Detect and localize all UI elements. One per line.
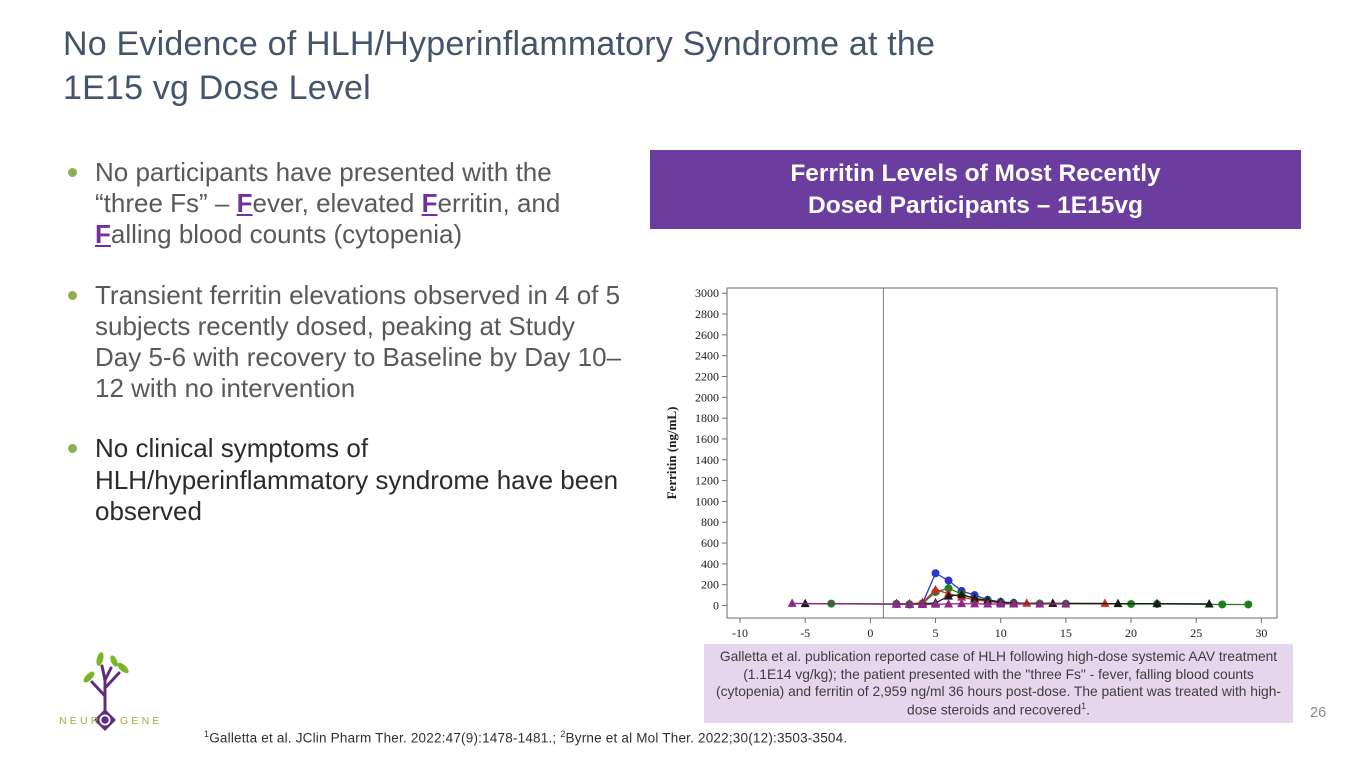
logo-diamond-icon — [94, 709, 116, 731]
data-point — [931, 569, 940, 578]
superscript: 1 — [204, 729, 210, 739]
data-point — [931, 599, 941, 608]
data-point — [1218, 600, 1227, 609]
data-point — [904, 599, 914, 608]
logo-text-right: GENE — [120, 715, 163, 727]
bullet-list: No participants have presented with the … — [65, 157, 623, 556]
data-point — [1035, 598, 1045, 608]
bullet-marker-icon — [68, 168, 77, 177]
ferritin-chart-container: 0 200 400 600 800 1000 1200 1400 1600 1800 2000 220… — [660, 268, 1300, 640]
series-line-subject-4-black — [805, 593, 1210, 605]
data-point — [1152, 598, 1162, 608]
x-tick-label: 30 — [1255, 626, 1267, 640]
data-point — [1048, 598, 1058, 607]
bullet-text: No participants have presented with the … — [95, 157, 561, 250]
x-tick-label: 15 — [1060, 626, 1072, 640]
highlighted-f-letter: F — [236, 188, 253, 219]
superscript: 1 — [1081, 700, 1087, 711]
highlighted-f-letter: F — [95, 219, 111, 250]
x-tick-label: 10 — [995, 626, 1007, 640]
bullet-marker-icon — [68, 444, 77, 454]
data-point — [917, 599, 927, 608]
y-tick-label: 2400 — [695, 349, 719, 363]
y-tick-label: 2600 — [695, 328, 719, 342]
y-tick-label: 600 — [701, 536, 719, 550]
y-tick-label: 3000 — [695, 286, 719, 300]
footer-citation: 1Galletta et al. JClin Pharm Ther. 2022:… — [204, 729, 848, 746]
data-point — [970, 593, 980, 602]
data-point — [944, 576, 953, 585]
neurogene-logo: NEUR GENE — [58, 642, 186, 750]
x-tick-label: -5 — [800, 626, 810, 640]
y-tick-label: 1400 — [695, 453, 719, 467]
data-point — [944, 584, 953, 593]
bullet-marker-icon — [68, 290, 77, 300]
data-point — [970, 598, 980, 608]
publication-note-box: Galletta et al. publication reported cas… — [704, 644, 1293, 724]
data-point — [983, 598, 993, 608]
data-point — [1204, 598, 1214, 608]
data-point — [1061, 598, 1071, 608]
x-tick-label: 20 — [1125, 626, 1137, 640]
data-point — [891, 599, 901, 608]
y-tick-label: 1600 — [695, 432, 719, 446]
data-point — [996, 598, 1006, 608]
superscript: 2 — [560, 729, 566, 739]
data-point — [1244, 600, 1253, 609]
data-point — [1100, 598, 1110, 607]
x-tick-label: 5 — [933, 626, 939, 640]
series-line-subject-1-blue — [896, 572, 1014, 606]
y-tick-label: 200 — [701, 578, 719, 592]
y-tick-label: 400 — [701, 557, 719, 571]
data-point — [787, 598, 797, 607]
data-point — [1113, 598, 1123, 608]
data-point — [957, 589, 967, 599]
data-point — [931, 584, 941, 594]
bullet-item: No clinical symptoms of HLH/hyperinflamm… — [65, 433, 623, 527]
y-tick-label: 2200 — [695, 369, 719, 383]
chart-title-banner: Ferritin Levels of Most Recently Dosed P… — [650, 150, 1301, 229]
y-tick-label: 800 — [701, 515, 719, 529]
x-tick-label: -10 — [732, 626, 748, 640]
page-number: 26 — [1310, 705, 1327, 721]
data-point — [1022, 598, 1032, 607]
data-point — [1009, 598, 1019, 608]
y-tick-label: 2800 — [695, 307, 719, 321]
page-title: No Evidence of HLH/Hyperinflammatory Syn… — [63, 25, 936, 108]
x-tick-label: 25 — [1190, 626, 1202, 640]
data-point — [944, 591, 954, 600]
logo-text-left: NEUR — [59, 715, 102, 727]
neurogene-tree-icon: NEUR GENE — [59, 652, 163, 731]
bullet-text: No clinical symptoms of HLH/hyperinflamm… — [95, 433, 619, 526]
data-point — [944, 598, 954, 608]
y-tick-label: 0 — [713, 599, 719, 613]
bullet-text: Transient ferritin elevations observed i… — [95, 279, 622, 404]
highlighted-f-letter: F — [421, 188, 438, 219]
y-axis-label: Ferritin (ng/mL) — [664, 407, 679, 500]
x-tick-label: 0 — [867, 626, 873, 640]
y-tick-label: 2000 — [695, 390, 719, 404]
ferritin-chart: 0200400600800100012001400160018002000220… — [664, 286, 1278, 640]
y-tick-label: 1000 — [695, 494, 719, 508]
data-point — [957, 598, 967, 608]
bullet-item: No participants have presented with the … — [65, 157, 623, 251]
y-tick-label: 1200 — [695, 474, 719, 488]
y-tick-label: 1800 — [695, 411, 719, 425]
bullet-item: Transient ferritin elevations observed i… — [65, 280, 623, 405]
